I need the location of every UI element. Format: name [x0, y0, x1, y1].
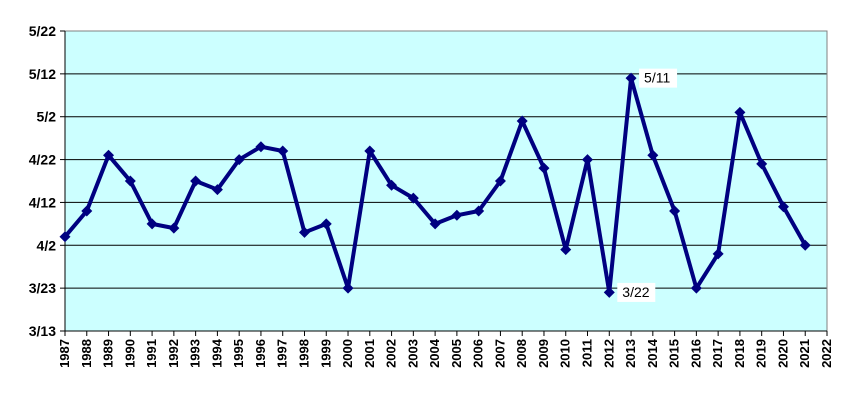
data-point — [734, 106, 746, 118]
data-label: 3/22 — [617, 282, 656, 302]
y-tick-label: 5/2 — [37, 109, 57, 125]
data-point — [124, 175, 136, 187]
data-point — [756, 158, 768, 170]
data-point — [799, 239, 811, 251]
y-tick-label: 3/23 — [29, 280, 56, 296]
y-tick-label: 4/2 — [37, 237, 57, 253]
data-label: 5/11 — [639, 68, 678, 88]
data-label-text: 5/11 — [644, 70, 670, 86]
data-point — [647, 149, 659, 161]
x-tick-label: 2004 — [427, 338, 442, 368]
x-tick-label: 1999 — [318, 339, 333, 368]
x-tick-label: 2022 — [819, 339, 834, 368]
data-point — [625, 72, 637, 84]
y-tick-label: 4/12 — [29, 194, 56, 210]
annotations: 5/11 3/22 — [617, 68, 678, 302]
x-tick-label: 1988 — [79, 339, 94, 368]
data-point — [712, 248, 724, 260]
x-tick-label: 2002 — [384, 339, 399, 368]
data-label-box — [617, 282, 656, 302]
data-point — [277, 145, 289, 157]
data-point — [386, 179, 398, 191]
data-point — [560, 244, 572, 256]
data-point — [538, 162, 550, 174]
data-point — [59, 231, 71, 243]
x-tick-label: 2019 — [754, 339, 769, 368]
data-point — [451, 209, 463, 221]
data-point — [777, 201, 789, 213]
data-label-box — [639, 68, 678, 88]
x-tick-label: 2012 — [601, 339, 616, 368]
data-point — [146, 218, 158, 230]
x-tick-label: 1992 — [166, 339, 181, 368]
data-point — [342, 282, 354, 294]
y-axis: 3/13 3/23 4/2 4/12 4/22 5/2 5/12 5/22 — [29, 23, 66, 339]
x-axis: 1987 1988 1989 1990 1991 1992 1993 1994 1995 1996… — [57, 330, 834, 368]
data-point — [669, 205, 681, 217]
x-tick-label: 1994 — [209, 338, 224, 368]
x-tick-label: 2009 — [536, 339, 551, 368]
x-tick-label: 2018 — [732, 339, 747, 368]
x-tick-label: 2010 — [558, 339, 573, 368]
x-tick-label: 2020 — [775, 339, 790, 368]
data-label-text: 3/22 — [622, 284, 649, 300]
x-tick-label: 1990 — [122, 339, 137, 368]
gridlines — [64, 30, 828, 332]
data-point — [364, 145, 376, 157]
data-point — [168, 222, 180, 234]
x-tick-label: 2021 — [797, 339, 812, 368]
x-tick-label: 2015 — [667, 339, 682, 368]
x-tick-label: 1995 — [231, 339, 246, 368]
data-point — [690, 282, 702, 294]
data-point — [233, 154, 245, 166]
data-point — [190, 175, 202, 187]
series-line — [59, 72, 811, 298]
x-tick-label: 2005 — [449, 339, 464, 368]
y-tick-label: 4/22 — [29, 152, 56, 168]
x-tick-label: 1987 — [57, 339, 72, 368]
x-tick-label: 2011 — [580, 339, 595, 367]
x-tick-label: 2017 — [710, 339, 725, 368]
x-tick-label: 2014 — [645, 338, 660, 368]
x-tick-label: 2000 — [340, 339, 355, 368]
data-point — [516, 115, 528, 127]
x-tick-label: 1989 — [101, 339, 116, 368]
data-point — [103, 149, 115, 161]
data-point — [298, 226, 310, 238]
y-tick-label: 5/22 — [29, 23, 56, 39]
data-point — [603, 286, 615, 298]
y-tick-label: 3/13 — [29, 323, 56, 339]
x-tick-label: 2006 — [471, 339, 486, 368]
x-tick-label: 1998 — [296, 339, 311, 368]
data-point — [582, 154, 594, 166]
x-tick-label: 2001 — [362, 339, 377, 368]
data-point — [429, 218, 441, 230]
plot-area — [65, 31, 827, 331]
x-tick-label: 1997 — [275, 339, 290, 368]
data-point — [255, 141, 267, 153]
data-point — [473, 205, 485, 217]
y-tick-label: 5/12 — [29, 66, 56, 82]
data-point — [407, 192, 419, 204]
x-tick-label: 1996 — [253, 339, 268, 368]
data-point — [81, 205, 93, 217]
x-tick-label: 2013 — [623, 339, 638, 368]
x-tick-label: 2016 — [688, 339, 703, 368]
x-tick-label: 1991 — [144, 339, 159, 368]
x-tick-label: 1993 — [188, 339, 203, 368]
x-tick-label: 2003 — [405, 339, 420, 368]
data-point — [494, 175, 506, 187]
data-point — [320, 218, 332, 230]
data-point — [211, 184, 223, 196]
x-tick-label: 2008 — [514, 339, 529, 368]
x-tick-label: 2007 — [492, 339, 507, 368]
